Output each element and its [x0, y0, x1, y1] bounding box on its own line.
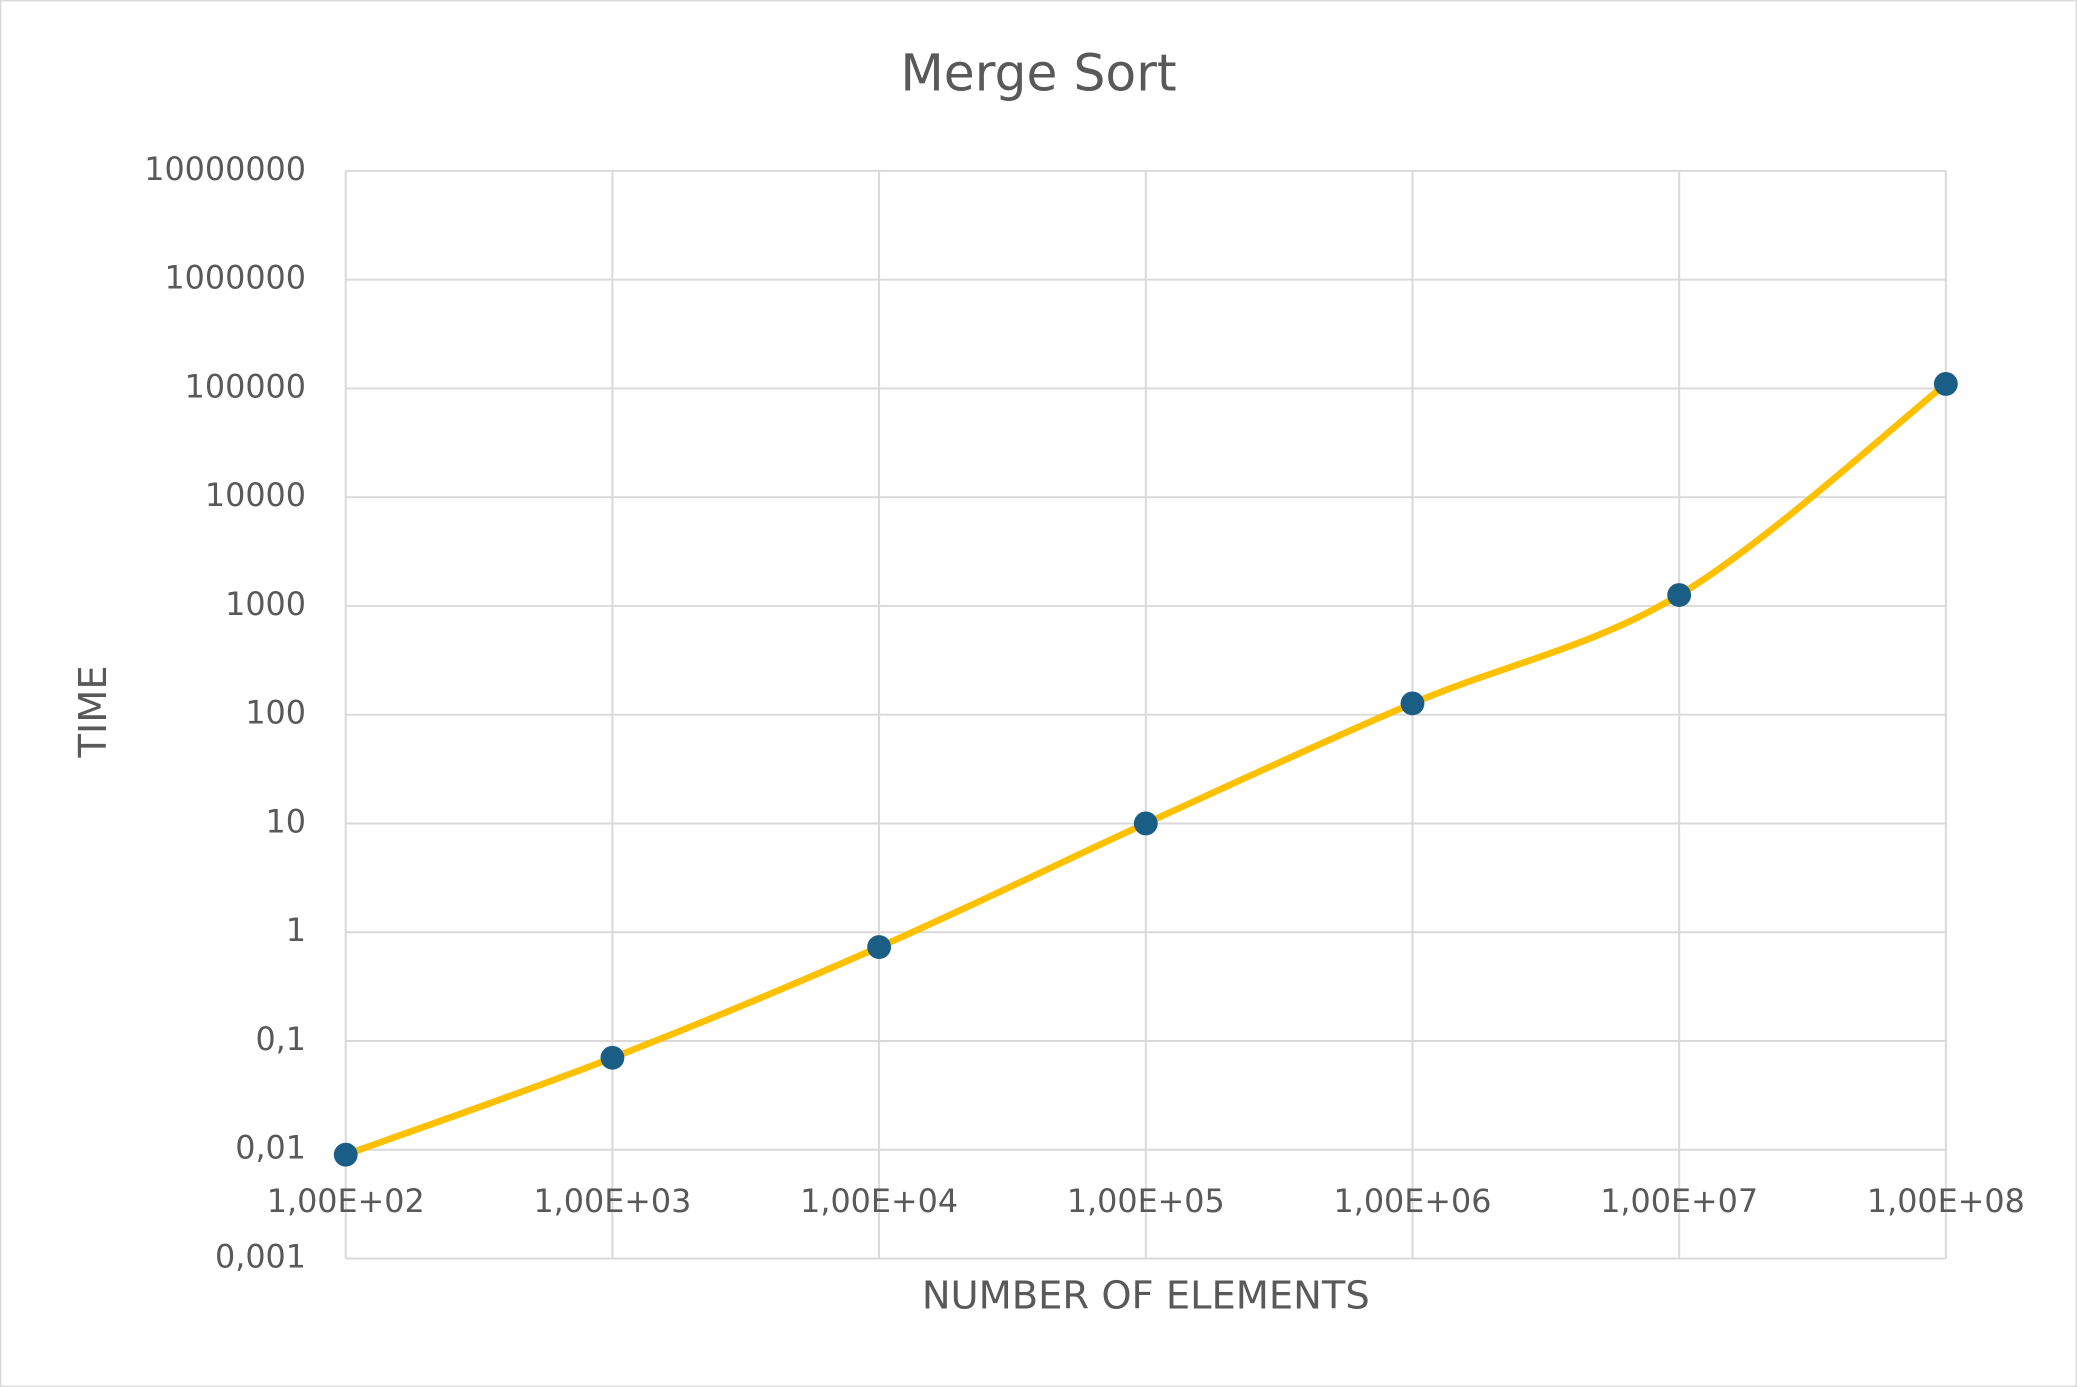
data-point: [1667, 583, 1692, 607]
data-point: [1933, 372, 1958, 396]
x-axis-title: NUMBER OF ELEMENTS: [922, 1274, 1370, 1319]
y-tick-label: 1000000: [164, 260, 306, 297]
x-tick-label: 1,00E+07: [1600, 1183, 1758, 1220]
y-tick-label: 1: [286, 912, 306, 949]
y-tick-label: 1000: [225, 586, 306, 623]
y-tick-label: 0,001: [215, 1238, 306, 1275]
y-tick-label: 100: [245, 695, 306, 732]
y-axis-title: TIME: [71, 665, 116, 758]
x-tick-label: 1,00E+02: [267, 1183, 425, 1220]
y-tick-label: 0,1: [255, 1021, 306, 1058]
data-point: [333, 1142, 358, 1167]
data-point: [1133, 811, 1158, 836]
data-point: [1400, 691, 1425, 716]
x-tick-label: 1,00E+08: [1867, 1183, 2025, 1220]
x-tick-label: 1,00E+06: [1334, 1183, 1492, 1220]
y-tick-label: 100000: [185, 368, 306, 405]
x-tick-label: 1,00E+04: [800, 1183, 958, 1220]
data-point: [867, 935, 892, 959]
y-tick-label: 0,01: [235, 1130, 306, 1167]
y-tick-label: 10000000: [144, 151, 306, 188]
chart-title: Merge Sort: [900, 43, 1176, 102]
y-tick-label: 10: [266, 803, 306, 840]
y-tick-label: 10000: [205, 477, 306, 514]
data-point: [600, 1045, 625, 1070]
x-tick-label: 1,00E+05: [1067, 1183, 1225, 1220]
x-tick-label: 1,00E+03: [533, 1183, 691, 1220]
